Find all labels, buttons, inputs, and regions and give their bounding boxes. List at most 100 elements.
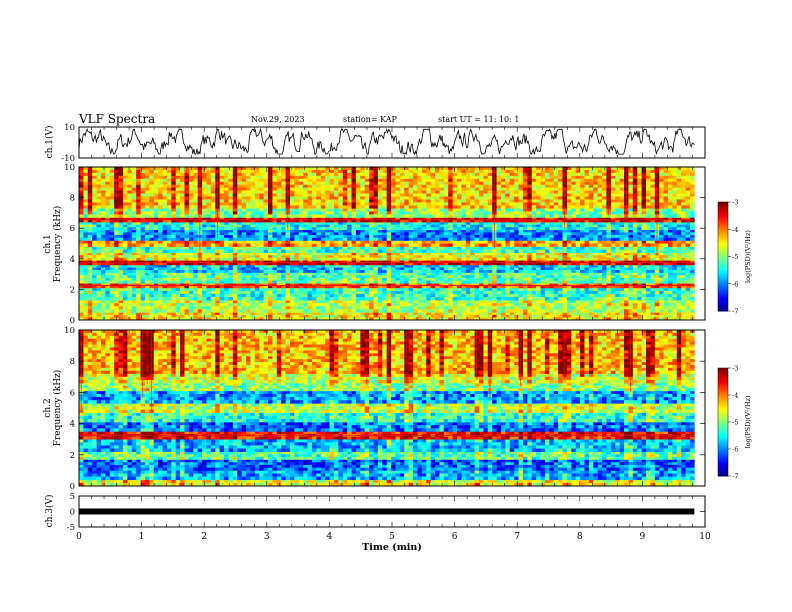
spectrogram-cell [641, 267, 647, 271]
spectrogram-cell [298, 297, 304, 301]
spectrogram-cell [500, 300, 506, 304]
spectrogram-cell [246, 264, 251, 268]
spectrogram-cell [206, 243, 212, 247]
spectrogram-cell [382, 300, 387, 304]
spectrogram-cell [254, 243, 260, 247]
spectrogram-cell [316, 314, 322, 318]
spectrogram-cell [197, 283, 203, 286]
spectrogram-cell [140, 257, 146, 261]
spectrogram-cell [162, 262, 168, 266]
spectrogram-cell [87, 290, 93, 295]
spectrogram-cell [474, 312, 480, 316]
spectrogram-cell [92, 262, 97, 266]
spectrogram-cell [659, 257, 664, 261]
spectrogram-cell [162, 272, 168, 276]
spectrogram-cell [338, 264, 344, 268]
spectrogram-cell [87, 262, 93, 266]
spectrogram-cell [571, 249, 576, 253]
spectrogram-cell [685, 257, 691, 261]
spectrogram-cell [580, 262, 585, 266]
spectrogram-cell [624, 300, 629, 304]
spectrogram-cell [193, 264, 198, 268]
spectrogram-cell [610, 309, 616, 313]
spectrogram-cell [144, 229, 150, 233]
spectrogram-cell [96, 243, 102, 247]
spectrogram-cell [500, 280, 506, 284]
spectrogram-cell [558, 275, 563, 279]
spectrogram-cell [500, 317, 506, 321]
spectrogram-cell [351, 285, 357, 289]
spectrogram-cell [667, 317, 673, 321]
spectrogram-cell [575, 240, 581, 244]
spectrogram-cell [522, 293, 528, 298]
spectrogram-cell [215, 306, 220, 310]
spectrogram-cell [232, 262, 238, 266]
spectrogram-cell [237, 249, 242, 253]
spectrogram-cell [421, 222, 427, 225]
spectrogram-cell [87, 275, 93, 279]
spectrogram-cell [632, 257, 638, 261]
spectrogram-cell [149, 303, 155, 307]
spectrogram-cell [654, 287, 660, 292]
spectrogram-cell [210, 283, 216, 286]
spectrogram-cell [417, 257, 423, 261]
spectrogram-cell [281, 277, 286, 281]
spectrogram-cell [364, 312, 370, 316]
spectrogram-cell [246, 293, 251, 298]
spectrogram-cell [452, 222, 458, 225]
spectrogram-cell [131, 270, 137, 273]
spectrogram-cell [549, 300, 555, 304]
spectrogram-cell [540, 224, 546, 228]
spectrogram-cell [311, 224, 317, 228]
spectrogram-cell [492, 293, 497, 298]
spectrogram-cell [562, 309, 568, 313]
spectrogram-cell [272, 222, 278, 225]
spectrogram-cell [342, 222, 348, 225]
spectrogram-cell [140, 255, 146, 259]
spectrogram-cell [659, 275, 664, 279]
spectrogram-cell [307, 272, 313, 276]
spectrogram-cell [237, 272, 242, 276]
spectrogram-cell [386, 317, 392, 321]
spectrogram-cell [122, 272, 128, 276]
spectrogram-cell [531, 224, 537, 228]
spectrogram-cell [580, 224, 585, 228]
spectrogram-cell [435, 240, 440, 244]
spectrogram-cell [386, 280, 392, 284]
spectrogram-cell [549, 290, 555, 295]
spectrogram-cell [452, 300, 458, 304]
spectrogram-cell [672, 290, 678, 295]
spectrogram-cell [571, 243, 576, 247]
spectrogram-cell [285, 252, 291, 256]
spectrogram-cell [369, 246, 374, 250]
spectrogram-cell [602, 293, 607, 298]
spectrogram-cell [606, 222, 612, 225]
spectrogram-cell [435, 272, 440, 276]
spectrogram-cell [325, 275, 330, 279]
spectrogram-cell [193, 257, 198, 261]
spectrogram-cell [514, 262, 519, 266]
spectrogram-cell [162, 222, 168, 225]
spectrogram-cell [527, 280, 533, 284]
spectrogram-cell [83, 317, 89, 321]
spectrogram-cell [584, 297, 590, 301]
spectrogram-cell [672, 300, 678, 304]
spectrogram-cell [96, 297, 102, 301]
spectrogram-cell [408, 270, 414, 273]
spectrogram-cell [360, 306, 366, 310]
spectrogram-cell [184, 287, 190, 292]
spectrogram-cell [478, 293, 484, 298]
spectrogram-cell [615, 240, 620, 244]
spectrogram-cell [294, 283, 300, 286]
spectrogram-cell [241, 224, 247, 228]
spectrogram-cell [597, 277, 603, 281]
spectrogram-cell [83, 306, 89, 310]
spectrogram-cell [276, 255, 282, 259]
spectrogram-cell [298, 222, 304, 225]
spectrogram-cell [540, 280, 546, 284]
spectrogram-cell [452, 235, 458, 239]
spectrogram-cell [232, 255, 238, 259]
spectrogram-cell [448, 285, 453, 289]
spectrogram-cell [505, 264, 511, 268]
spectrogram-cell [461, 257, 467, 261]
